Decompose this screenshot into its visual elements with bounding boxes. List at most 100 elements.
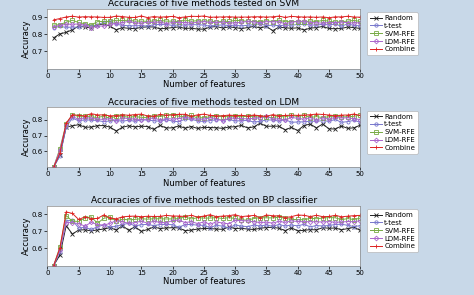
LDM-RFE <box>76 22 82 26</box>
Random <box>151 225 156 229</box>
Legend: Random, t-test, SVM-RFE, LDM-RFE, Combine: Random, t-test, SVM-RFE, LDM-RFE, Combin… <box>367 111 418 154</box>
SVM-RFE <box>107 215 113 219</box>
SVM-RFE <box>320 19 326 22</box>
LDM-RFE <box>270 221 275 225</box>
t-test <box>301 23 307 26</box>
Combine <box>213 15 219 19</box>
t-test <box>88 24 94 28</box>
t-test <box>314 119 319 123</box>
t-test <box>64 26 69 29</box>
t-test <box>95 23 100 27</box>
SVM-RFE <box>201 216 207 220</box>
SVM-RFE <box>113 219 119 223</box>
Combine <box>176 112 182 116</box>
SVM-RFE <box>95 20 100 23</box>
SVM-RFE <box>320 116 326 119</box>
t-test <box>351 119 357 122</box>
t-test <box>107 19 113 23</box>
t-test <box>270 224 275 228</box>
Random <box>320 226 326 230</box>
Random <box>70 28 75 32</box>
Random <box>264 24 269 28</box>
LDM-RFE <box>207 222 213 226</box>
LDM-RFE <box>314 21 319 25</box>
Random <box>107 125 113 129</box>
LDM-RFE <box>64 22 69 26</box>
SVM-RFE <box>107 19 113 23</box>
SVM-RFE <box>101 20 107 23</box>
Random <box>345 227 351 230</box>
Combine <box>51 264 56 267</box>
t-test <box>276 24 282 27</box>
Combine <box>320 15 326 19</box>
Line: Random: Random <box>52 122 362 168</box>
LDM-RFE <box>195 117 201 121</box>
Combine <box>182 113 188 116</box>
t-test <box>164 223 169 226</box>
LDM-RFE <box>170 117 175 121</box>
SVM-RFE <box>238 19 244 22</box>
Legend: Random, t-test, SVM-RFE, LDM-RFE, Combine: Random, t-test, SVM-RFE, LDM-RFE, Combin… <box>367 209 418 252</box>
LDM-RFE <box>238 21 244 24</box>
t-test <box>251 120 257 124</box>
SVM-RFE <box>207 216 213 220</box>
t-test <box>226 226 232 230</box>
Combine <box>326 16 332 19</box>
Random <box>232 227 238 230</box>
Combine <box>283 16 288 19</box>
SVM-RFE <box>70 219 75 223</box>
LDM-RFE <box>232 116 238 120</box>
LDM-RFE <box>351 117 357 121</box>
Legend: Random, t-test, SVM-RFE, LDM-RFE, Combine: Random, t-test, SVM-RFE, LDM-RFE, Combin… <box>367 12 418 55</box>
SVM-RFE <box>276 18 282 22</box>
t-test <box>357 224 363 227</box>
Random <box>132 225 138 228</box>
LDM-RFE <box>113 219 119 222</box>
Combine <box>107 16 113 19</box>
LDM-RFE <box>357 219 363 222</box>
t-test <box>357 24 363 27</box>
Combine <box>226 113 232 117</box>
Random <box>232 125 238 129</box>
Random <box>289 126 294 129</box>
t-test <box>338 222 344 226</box>
Random <box>283 128 288 132</box>
SVM-RFE <box>145 116 150 119</box>
Combine <box>283 114 288 117</box>
t-test <box>213 23 219 27</box>
LDM-RFE <box>189 21 194 25</box>
t-test <box>213 118 219 122</box>
SVM-RFE <box>232 217 238 220</box>
SVM-RFE <box>283 216 288 220</box>
SVM-RFE <box>289 20 294 23</box>
SVM-RFE <box>314 115 319 118</box>
LDM-RFE <box>119 21 125 24</box>
LDM-RFE <box>82 116 88 119</box>
LDM-RFE <box>357 118 363 121</box>
Line: LDM-RFE: LDM-RFE <box>52 20 362 30</box>
t-test <box>238 119 244 122</box>
Combine <box>257 15 263 19</box>
t-test <box>101 20 107 24</box>
LDM-RFE <box>76 118 82 121</box>
SVM-RFE <box>270 20 275 23</box>
SVM-RFE <box>132 218 138 221</box>
Random <box>357 123 363 127</box>
SVM-RFE <box>119 217 125 221</box>
Combine <box>213 215 219 218</box>
Combine <box>220 214 226 218</box>
Combine <box>276 14 282 18</box>
LDM-RFE <box>320 116 326 120</box>
t-test <box>276 223 282 226</box>
Random <box>113 129 119 133</box>
Random <box>320 122 326 126</box>
Random <box>238 27 244 30</box>
LDM-RFE <box>338 20 344 24</box>
SVM-RFE <box>232 19 238 22</box>
Random <box>64 31 69 34</box>
LDM-RFE <box>70 115 75 118</box>
SVM-RFE <box>64 20 69 24</box>
LDM-RFE <box>138 118 144 121</box>
t-test <box>220 118 226 122</box>
Random <box>113 28 119 32</box>
